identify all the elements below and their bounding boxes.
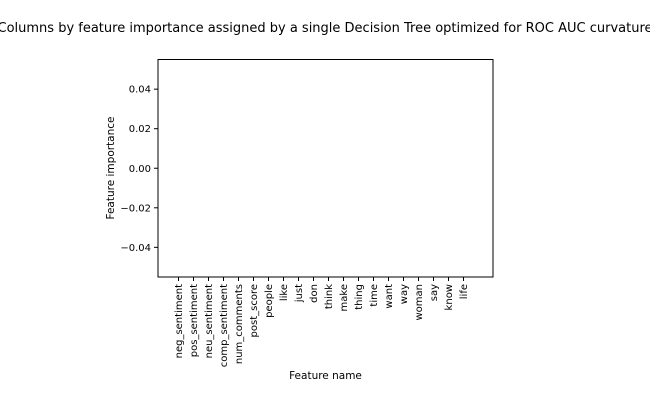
x-tick-label: like <box>279 284 290 301</box>
x-tick-label: neg_sentiment <box>174 284 185 358</box>
x-tick-label: woman <box>414 284 425 321</box>
y-tick-label: 0.04 <box>129 85 151 96</box>
y-tick-label: −0.02 <box>120 203 151 214</box>
plot-frame <box>157 59 494 278</box>
x-tick-label: don <box>309 284 320 303</box>
x-tick-label: think <box>324 284 335 309</box>
y-tick-label: 0.02 <box>129 124 151 135</box>
chart-title: Columns by feature importance assigned b… <box>0 21 650 36</box>
y-axis-label: Feature importance <box>105 116 117 219</box>
x-tick-label: post_score <box>249 284 260 337</box>
plot-area: −0.04 −0.02 0.00 0.02 0.04 neg_sentiment pos_… <box>120 59 494 367</box>
x-tick-label: life <box>459 284 470 299</box>
y-ticks-group: −0.04 −0.02 0.00 0.02 0.04 <box>120 85 158 254</box>
x-tick-label: way <box>399 284 410 304</box>
y-tick-label: 0.00 <box>129 164 151 175</box>
x-tick-label: make <box>339 284 350 311</box>
y-tick-label: −0.04 <box>120 243 151 254</box>
x-ticks-group: neg_sentiment pos_sentiment neu_sentiment c… <box>174 277 470 367</box>
x-tick-label: people <box>264 284 275 318</box>
x-tick-label: say <box>429 284 440 301</box>
x-tick-label: num_comments <box>234 284 245 364</box>
x-tick-label: neu_sentiment <box>204 284 215 358</box>
x-tick-label: just <box>294 284 305 303</box>
x-tick-label: thing <box>354 284 365 310</box>
x-tick-label: time <box>369 284 380 307</box>
x-axis-label: Feature name <box>289 370 362 382</box>
x-tick-label: know <box>444 284 455 310</box>
x-tick-label: want <box>384 284 395 309</box>
x-tick-label: pos_sentiment <box>189 284 200 357</box>
x-tick-label: comp_sentiment <box>219 284 230 367</box>
